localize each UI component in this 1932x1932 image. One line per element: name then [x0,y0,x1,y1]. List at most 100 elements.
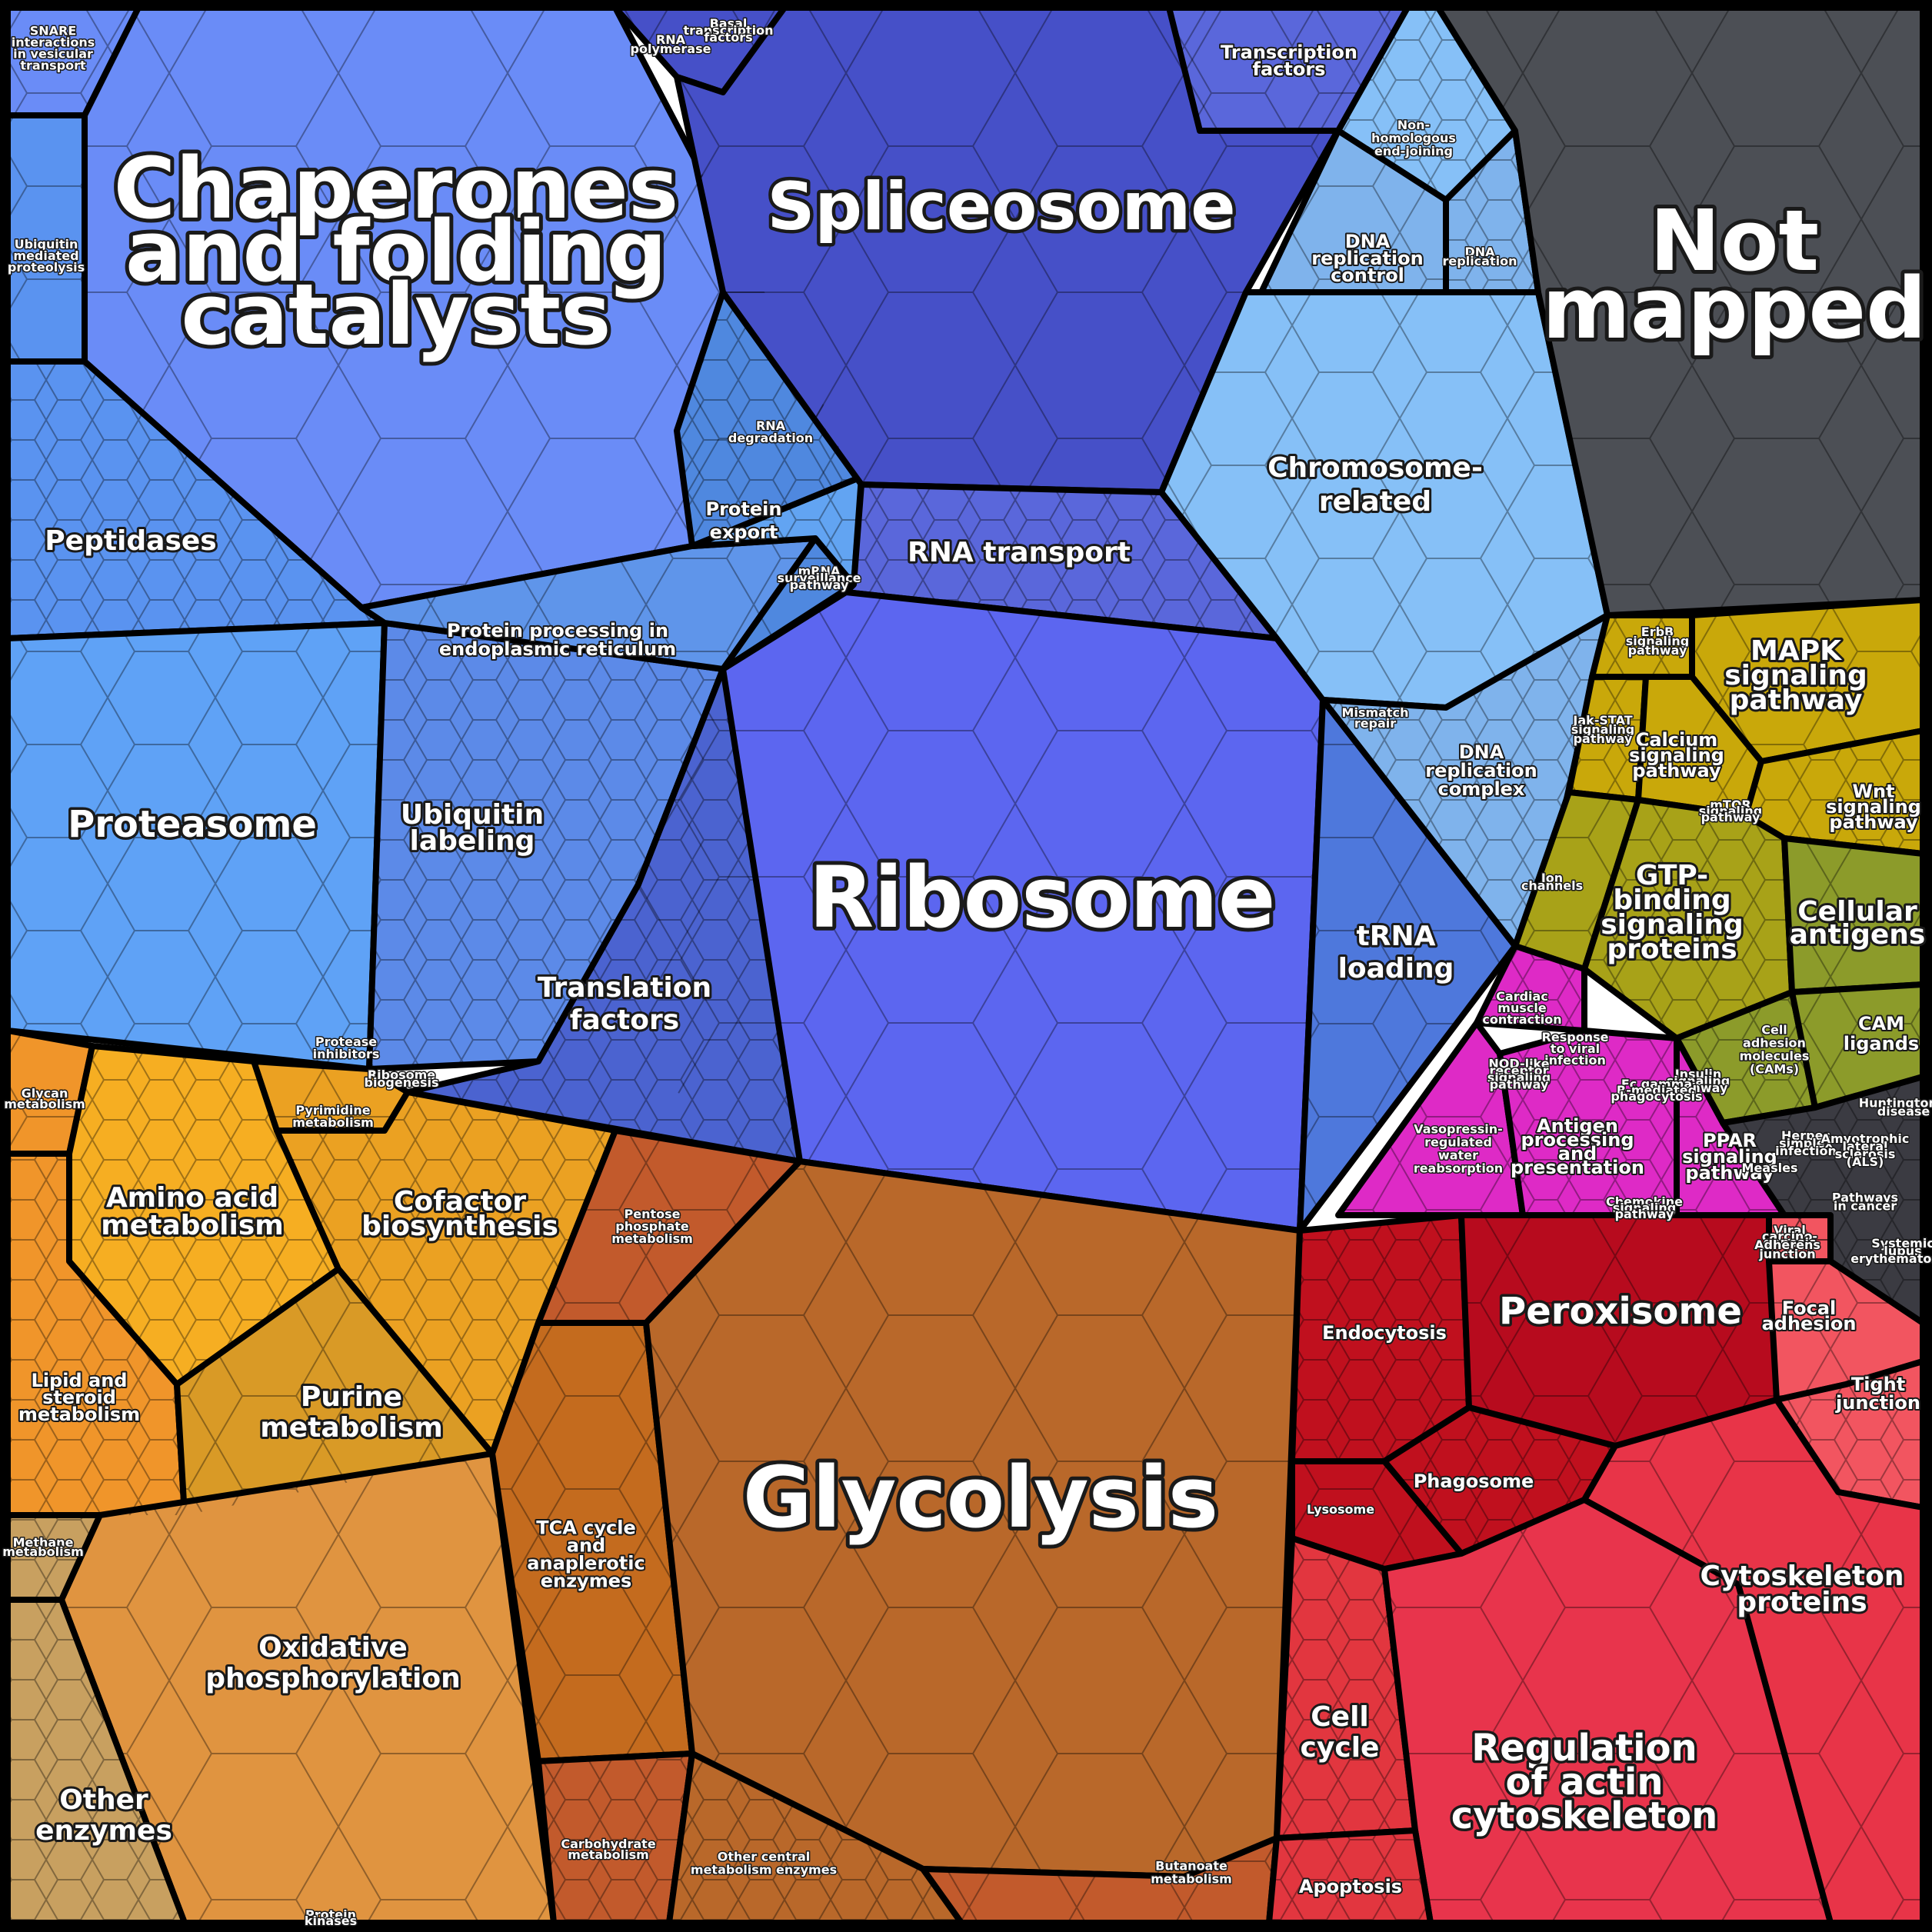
label-line: ligands [1844,1033,1919,1054]
label-line: Vasopressin- [1414,1121,1503,1136]
label-phagosome: Phagosome [1414,1471,1534,1492]
label-line: phosphorylation [205,1663,460,1694]
label-line: (CAMs) [1750,1061,1799,1076]
label-line: phagocytosis [1611,1089,1702,1104]
label-line: cycle [1301,1732,1380,1764]
label-line: DNA [1464,245,1495,259]
label-chaperones: Chaperones and folding catalysts [114,139,679,364]
label-line: simplex [1779,1136,1833,1151]
label-line: replication [1425,760,1537,781]
label-trna: tRNA loading [1338,921,1454,984]
label-line: Wnt [1852,781,1894,802]
label-viral-carcinogenesis: Viralcarcino-genesis [1762,1223,1817,1250]
label-line: pathway [1632,760,1721,781]
label-line: RNA [756,418,786,433]
label-line: Tight [1851,1374,1905,1395]
label-line: control [1331,265,1404,286]
region-proteasome[interactable] [5,620,388,1072]
label-cell-cycle: Cell cycle [1301,1701,1380,1764]
label-line: contraction [1482,1012,1561,1027]
label-line: Amyotrophic [1821,1131,1910,1146]
label-line: metabolism [611,1231,693,1246]
label-focal: Focal adhesion [1762,1297,1857,1334]
label-protein-kinases: Proteinkinases [305,1907,357,1928]
label-measles: Measles [1742,1161,1798,1175]
label-oxphos: Oxidative phosphorylation [205,1632,460,1694]
label-line: related [1319,486,1431,518]
label-line: Antigen [1537,1115,1618,1137]
label-protease-inhibitors: Protease inhibitors [313,1034,380,1061]
label-line: reabsorption [1414,1161,1503,1175]
label-line: factors [704,30,752,45]
label-rna-degradation: RNA degradation [728,418,813,445]
label-line: in cancer [1834,1198,1897,1213]
label-ppar: PPAR signaling pathway [1682,1130,1777,1184]
label-line: Ubiquitin [15,237,78,251]
label-amino: Amino acid metabolism [101,1182,284,1241]
label-line: endoplasmic reticulum [439,638,676,660]
label-rna-polymerase: RNA polymerase [631,32,711,56]
label-line: disease [1877,1104,1930,1118]
label-cams: Cell adhesion molecules (CAMs) [1740,1022,1810,1076]
label-mtor: mTORsignalingpathway [1699,798,1762,824]
label-line: factors [1253,58,1326,80]
label-line: Protein [305,1907,356,1922]
label-pathways-cancer: Pathways in cancer [1832,1190,1898,1213]
label-line: Lysosome [1307,1502,1374,1517]
label-peroxisome: Peroxisome [1499,1290,1742,1333]
label-line: Huntington's [1859,1095,1932,1110]
label-line: regulated [1424,1134,1492,1149]
label-line: DNA [1345,231,1391,252]
label-basal-tf: Basaltranscriptionfactors [683,16,773,45]
label-antigen: Antigen processing and presentation [1511,1115,1644,1178]
label-line: Butanoate [1155,1858,1227,1873]
label-lupus: Systemiclupuserythematosus [1850,1236,1932,1266]
label-line: (ALS) [1847,1154,1884,1169]
label-line: Carbohydrate [561,1837,655,1851]
label-line: factors [570,1004,679,1036]
label-line: metabolism [101,1210,284,1241]
label-actin: Regulation of actin cytoskeleton [1451,1727,1718,1837]
label-line: to viral [1551,1041,1600,1056]
label-line: kinases [305,1914,357,1928]
label-spliceosome: Spliceosome [767,168,1235,245]
label-line: Non- [1397,118,1430,132]
label-line: signaling [1826,796,1921,818]
label-dna-rep-control: DNA replication control [1311,231,1423,286]
label-line: pathway [1628,643,1687,658]
label-line: Pyrimidine [295,1103,370,1118]
label-line: presentation [1511,1157,1644,1178]
label-line: signaling [1571,722,1634,737]
label-line: Cellular [1797,896,1917,928]
label-line: and [567,1535,605,1557]
label-viral-infection: Response to viral infection [1542,1030,1609,1068]
label-line: pathway [1490,1077,1549,1091]
label-line: CAM [1858,1013,1904,1034]
label-line: Protease [315,1034,377,1049]
label-protein-export: Protein export [706,498,782,543]
label-line: Glycolysis [743,1448,1219,1547]
label-cardiac: Cardiac muscle contraction [1482,989,1561,1027]
label-line: proteins [1607,934,1737,965]
label-line: binding [1613,884,1730,916]
label-insulin: Insulinsignalingpathway [1667,1067,1730,1095]
label-line: and folding [125,202,667,301]
label-line: Endocytosis [1322,1322,1447,1344]
label-nhej: Non-homologous end-joining [1371,118,1456,158]
label-line: Adherens [1754,1237,1820,1252]
label-line: junction [1758,1247,1815,1261]
label-line: Not [1650,192,1819,290]
label-line: Other central [718,1849,811,1864]
label-line: anaplerotic [527,1553,645,1574]
label-line: Pathways [1832,1190,1898,1204]
label-line: transport [20,58,86,72]
label-line: loading [1338,953,1454,984]
label-line: mTOR [1710,798,1751,812]
label-mismatch: Mismatch repair [1342,705,1409,731]
label-ribosome-biogenesis: Ribosome biogenesis [364,1068,438,1090]
label-other-enzymes: Other enzymes [35,1784,172,1847]
label-line: replication [1443,254,1517,268]
label-wnt: Wnt signaling pathway [1826,781,1921,833]
